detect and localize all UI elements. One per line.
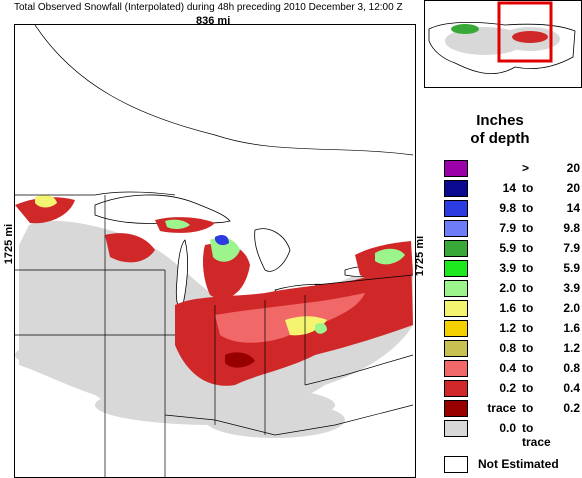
legend-high: 9.8: [563, 221, 580, 235]
legend-high: 2.0: [563, 301, 580, 315]
legend-low: 0.4: [499, 361, 516, 375]
legend-separator: to: [522, 401, 534, 415]
political-boundaries: [15, 25, 414, 477]
legend-high: 0.2: [563, 401, 580, 415]
legend-separator: to: [522, 281, 534, 295]
locator-inset-map[interactable]: [424, 0, 582, 88]
snowfall-map[interactable]: [14, 24, 416, 478]
legend-swatch: [444, 380, 468, 397]
legend-swatch: [444, 160, 468, 177]
legend-swatch: [444, 240, 468, 257]
legend-high: 0.8: [563, 361, 580, 375]
legend-separator: to: [522, 341, 534, 355]
legend-swatch: [444, 420, 468, 437]
legend-swatch: [444, 260, 468, 277]
legend-swatch: [444, 220, 468, 237]
legend-separator: to: [522, 221, 534, 235]
legend-low: 7.9: [499, 221, 516, 235]
legend-separator: to: [522, 201, 534, 215]
legend-swatch: [444, 320, 468, 337]
legend-low: 1.6: [499, 301, 516, 315]
legend-separator: to: [522, 241, 534, 255]
legend-separator: >: [522, 161, 530, 175]
legend-separator: to trace: [522, 421, 551, 449]
legend-swatch: [444, 340, 468, 357]
legend-low: 0.8: [499, 341, 516, 355]
legend-separator: to: [522, 381, 534, 395]
inset-canvas: [428, 1, 576, 74]
legend-high: 5.9: [563, 261, 580, 275]
legend-swatch: [444, 400, 468, 417]
legend-low: 14: [502, 181, 516, 195]
legend-low: 9.8: [499, 201, 516, 215]
snowfall-band: [15, 195, 413, 386]
legend-swatch: [444, 200, 468, 217]
legend-swatch: [444, 300, 468, 317]
legend-low: 0.2: [499, 381, 516, 395]
legend-separator: to: [522, 361, 534, 375]
legend-high: 1.6: [563, 321, 580, 335]
legend-low: 1.2: [499, 321, 516, 335]
legend-high: 1.2: [563, 341, 580, 355]
legend-low: 3.9: [499, 261, 516, 275]
legend-high: 14: [566, 201, 580, 215]
not-estimated-label: Not Estimated: [478, 457, 559, 471]
map-title: Total Observed Snowfall (Interpolated) d…: [14, 2, 403, 13]
legend-low: 2.0: [499, 281, 516, 295]
legend-separator: to: [522, 261, 534, 275]
legend-separator: to: [522, 321, 534, 335]
legend-swatch: [444, 180, 468, 197]
legend-separator: to: [522, 181, 534, 195]
legend-high: 7.9: [563, 241, 580, 255]
legend-high: 0.4: [563, 381, 580, 395]
legend-low: trace: [487, 401, 516, 415]
legend-high: 20: [566, 181, 580, 195]
legend-swatch: [444, 456, 468, 473]
inset-highlight-box: [497, 1, 553, 63]
legend-separator: to: [522, 301, 534, 315]
legend-low: 5.9: [499, 241, 516, 255]
legend-high: 3.9: [563, 281, 580, 295]
map-canvas: [15, 25, 414, 477]
legend-title: Inches of depth: [470, 112, 530, 147]
legend-swatch: [444, 280, 468, 297]
legend-high: 20: [566, 161, 580, 175]
legend-swatch: [444, 360, 468, 377]
legend-low: 0.0: [499, 421, 516, 435]
